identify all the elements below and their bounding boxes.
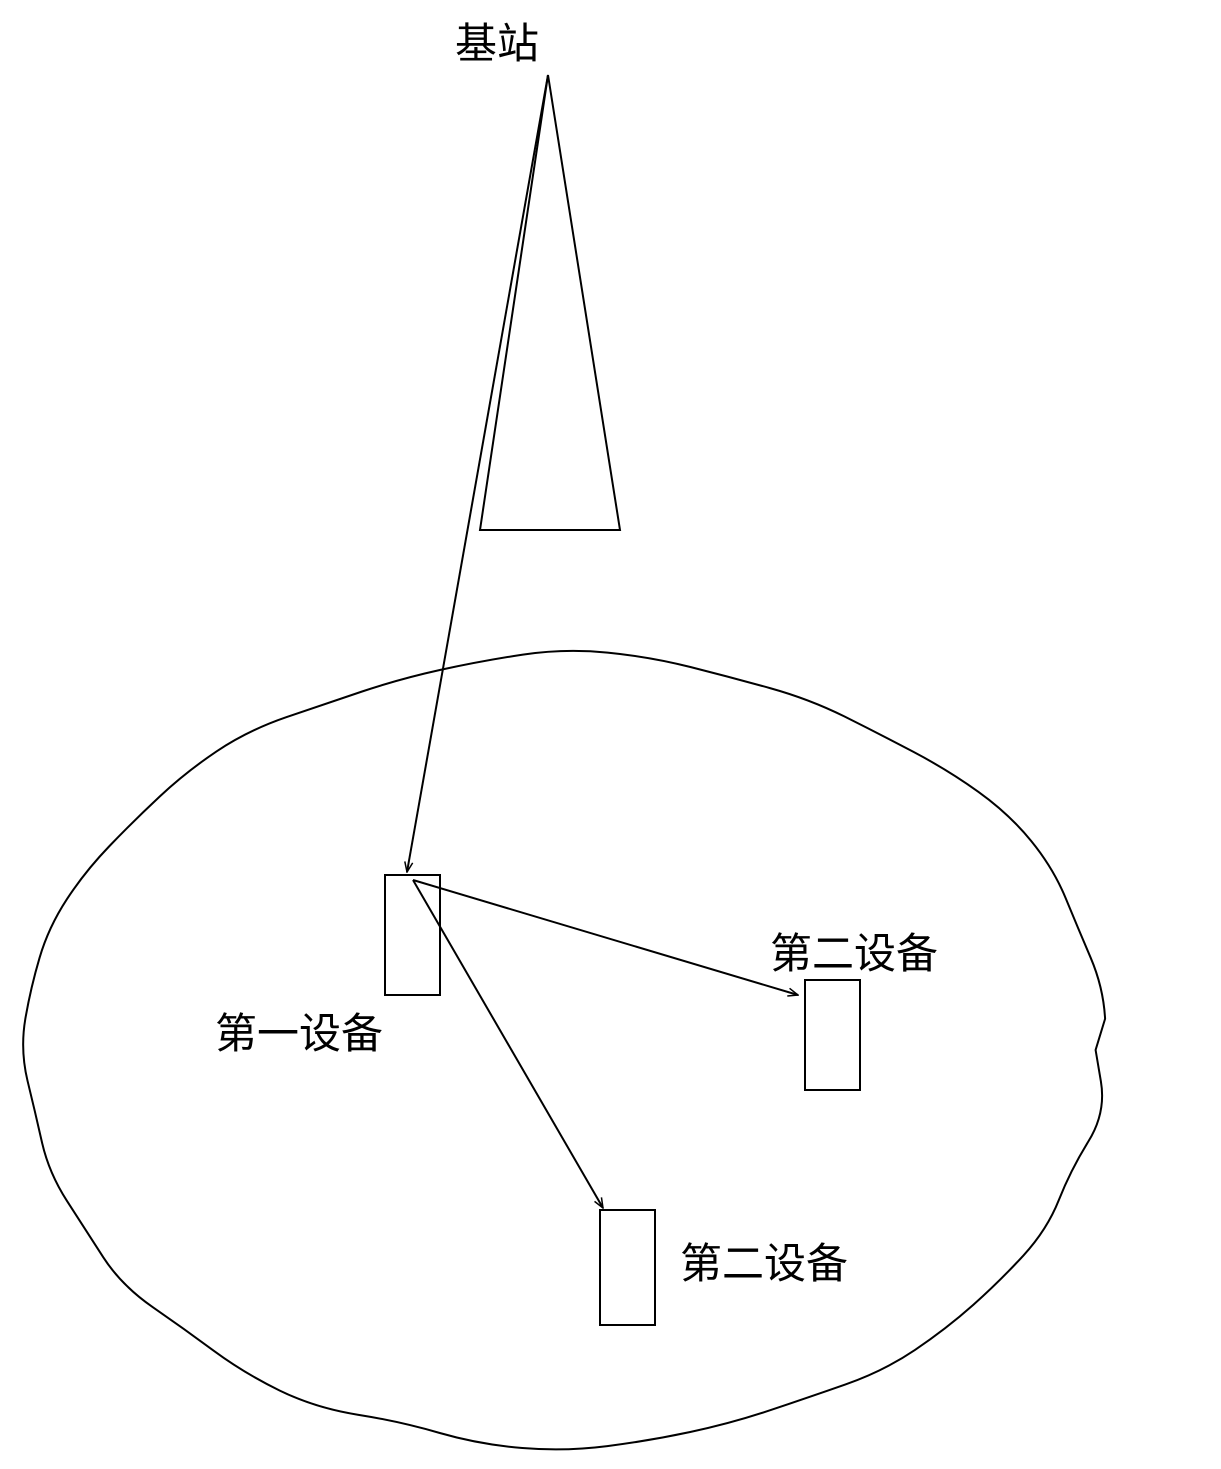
arrow-bs-to-device1 bbox=[407, 75, 548, 872]
diagram-canvas: 基站 第一设备 第二设备 第二设备 bbox=[0, 0, 1221, 1469]
device-1-icon bbox=[385, 875, 440, 995]
device-1-label: 第一设备 bbox=[215, 1000, 383, 1061]
coverage-area bbox=[23, 651, 1105, 1450]
diagram-svg bbox=[0, 0, 1221, 1469]
device-2a-label: 第二设备 bbox=[770, 920, 938, 981]
base-station-icon bbox=[480, 75, 620, 530]
device-2a-icon bbox=[805, 980, 860, 1090]
base-station-label: 基站 bbox=[455, 10, 539, 71]
device-2b-icon bbox=[600, 1210, 655, 1325]
device-2b-label: 第二设备 bbox=[680, 1230, 848, 1291]
